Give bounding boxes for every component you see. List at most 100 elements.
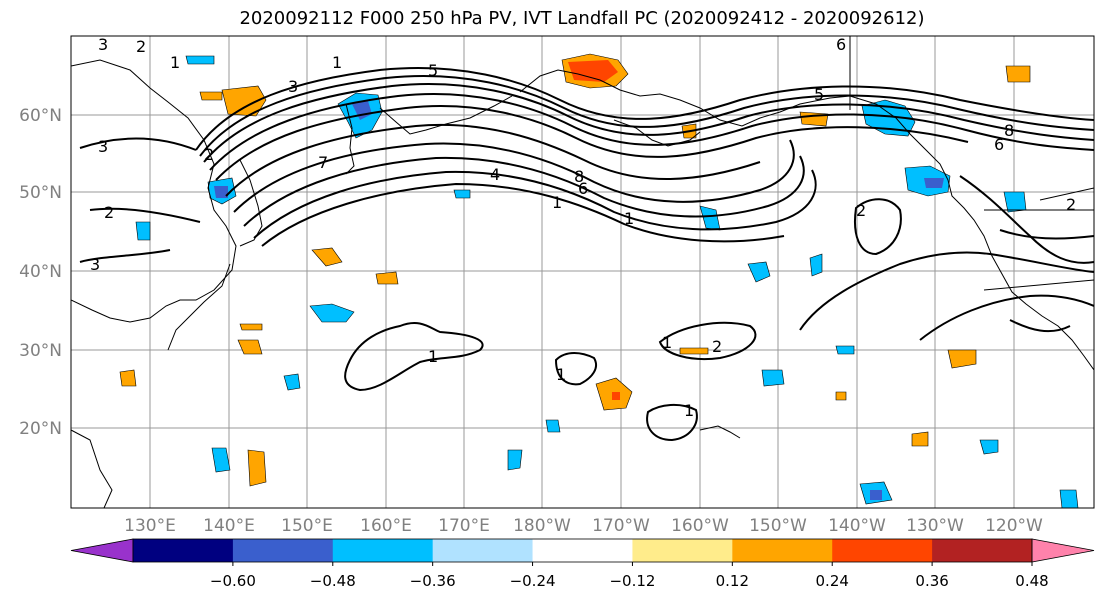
colorbar-segment [133, 539, 234, 562]
longitude-label: 140°W [828, 516, 886, 536]
anomaly-blob [119, 369, 137, 387]
anomaly-blob [1005, 65, 1031, 83]
contour-label: 2 [136, 37, 146, 56]
contour-label: 1 [684, 401, 694, 420]
anomaly-blob [221, 85, 267, 117]
anomaly-blob [211, 447, 231, 473]
longitude-label: 150°E [281, 516, 333, 536]
longitude-label: 140°E [203, 516, 255, 536]
latitude-label: 50°N [19, 183, 62, 203]
gridlines [71, 36, 1094, 508]
colorbar-extend-high [1031, 538, 1095, 563]
anomaly-blob [612, 392, 620, 400]
map-title: 2020092112 F000 250 hPa PV, IVT Landfall… [239, 8, 925, 29]
contour-label: 5 [428, 61, 438, 80]
colorbar-tick-label: 0.12 [716, 572, 749, 590]
colorbar-tick-label: −0.24 [510, 572, 556, 590]
anomaly-blob [924, 178, 944, 188]
contour-label: 1 [428, 347, 438, 366]
contour-label: 6 [578, 179, 588, 198]
latitude-label: 30°N [19, 341, 62, 361]
colorbar-segment [632, 539, 733, 562]
anomaly-blob [247, 449, 267, 487]
contour-label: 1 [332, 53, 342, 72]
anomaly-blob [911, 431, 929, 447]
anomaly-blob [870, 490, 882, 500]
contour-label: 1 [552, 193, 562, 212]
anomaly-blob [185, 55, 215, 65]
contour-label: 6 [994, 135, 1004, 154]
contour-label: 1 [662, 333, 672, 352]
anomaly-blob [835, 391, 847, 401]
contour-label: 1 [170, 53, 180, 72]
contour-label: 5 [814, 85, 824, 104]
contour-label: 1 [556, 365, 566, 384]
anomaly-blob [747, 261, 771, 283]
anomaly-blob [507, 449, 523, 471]
colorbar-tick-label: 0.24 [816, 572, 849, 590]
anomaly-blob [309, 303, 355, 323]
contour-label: 3 [98, 137, 108, 156]
contour-label: 2 [856, 201, 866, 220]
latitude-labels: 60°N 50°N 40°N 30°N 20°N [19, 106, 62, 439]
contour-label-group: 3 2 1 5 3 7 4 3 2 3 2 1 8 6 1 1 6 5 8 6 … [90, 35, 1076, 420]
shaded-anomalies [119, 53, 1079, 508]
anomaly-blob [979, 439, 999, 455]
colorbar-segment [732, 539, 833, 562]
anomaly-blob [311, 247, 343, 267]
colorbar-tick-label: −0.36 [410, 572, 456, 590]
latitude-label: 40°N [19, 262, 62, 282]
anomaly-blob [835, 345, 855, 355]
latitude-label: 20°N [19, 419, 62, 439]
colorbar-outline [132, 538, 1033, 563]
contour-label: 3 [288, 77, 298, 96]
longitude-labels: 130°E 140°E 150°E 160°E 170°E 180°W 170°W 160°W… [124, 516, 1043, 536]
anomaly-blob [545, 419, 561, 433]
longitude-label: 160°E [360, 516, 412, 536]
longitude-label: 120°W [985, 516, 1043, 536]
anomaly-blob [947, 349, 977, 369]
colorbar-segment [332, 539, 434, 562]
colorbar-tick-label: −0.12 [609, 572, 655, 590]
contour-label: 2 [1066, 195, 1076, 214]
contour-label: 6 [836, 35, 846, 54]
longitude-label: 150°W [749, 516, 807, 536]
latitude-label: 60°N [19, 106, 62, 126]
colorbar-tick-label: 0.36 [915, 572, 948, 590]
anomaly-blob [809, 253, 823, 277]
anomaly-blob [283, 373, 301, 391]
longitude-label: 170°W [592, 516, 650, 536]
contour-label: 2 [104, 203, 114, 222]
anomaly-blob [1059, 489, 1079, 508]
longitude-label: 130°W [906, 516, 964, 536]
anomaly-blob [214, 186, 228, 198]
contour-label: 2 [204, 145, 214, 164]
longitude-label: 160°W [671, 516, 729, 536]
colorbar-segment [532, 539, 633, 562]
colorbar-segment [832, 539, 933, 562]
contour-label: 8 [574, 167, 584, 186]
anomaly-blob [679, 347, 709, 355]
contour-label: 3 [98, 35, 108, 54]
longitude-label: 130°E [124, 516, 176, 536]
anomaly-blob [1003, 191, 1027, 213]
anomaly-blob [239, 323, 263, 331]
colorbar-tick-label: −0.48 [310, 572, 356, 590]
colorbar: −0.60 −0.48 −0.36 −0.24 −0.12 0.12 0.24 0.36 0.4… [70, 538, 1095, 590]
anomaly-blob [375, 271, 399, 285]
anomaly-blob [453, 189, 471, 199]
colorbar-segment [232, 539, 334, 562]
colorbar-tick-label: 0.48 [1015, 572, 1048, 590]
plot-frame [70, 35, 1095, 509]
contour-label: 3 [90, 255, 100, 274]
plot-area [71, 36, 1094, 508]
longitude-label: 180°W [513, 516, 571, 536]
colorbar-extend-low [70, 538, 134, 563]
anomaly-blob [199, 91, 223, 101]
contour-label: 4 [490, 165, 500, 184]
anomaly-blob [135, 221, 151, 241]
longitude-label: 170°E [438, 516, 490, 536]
anomaly-blob [237, 339, 263, 355]
colorbar-segment [932, 539, 1033, 562]
